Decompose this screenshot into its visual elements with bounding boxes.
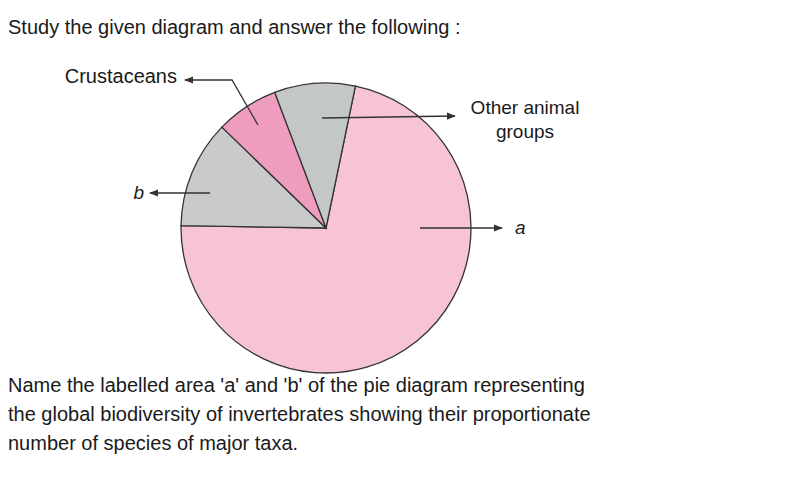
slice-label: b [133, 182, 144, 203]
slice-label: Crustaceans [65, 65, 177, 87]
slice-label: a [515, 217, 526, 238]
question-text: number of species of major taxa. [8, 432, 298, 454]
leader-arrow [150, 192, 210, 193]
slice-label: Other animal groups [471, 97, 580, 142]
pie-slice [275, 83, 356, 228]
slice-label-line: groups [496, 121, 554, 142]
leader-arrow [420, 227, 502, 228]
prompt-text: Study the given diagram and answer the f… [8, 16, 461, 38]
leader-arrow [322, 116, 455, 118]
question-text: the global biodiversity of invertebrates… [8, 403, 591, 425]
leader-arrow [185, 80, 258, 125]
question-text: Name the labelled area 'a' and 'b' of th… [8, 374, 585, 396]
page: Study the given diagram and answer the f… [0, 0, 800, 488]
slice-label-line: Other animal [471, 97, 580, 118]
